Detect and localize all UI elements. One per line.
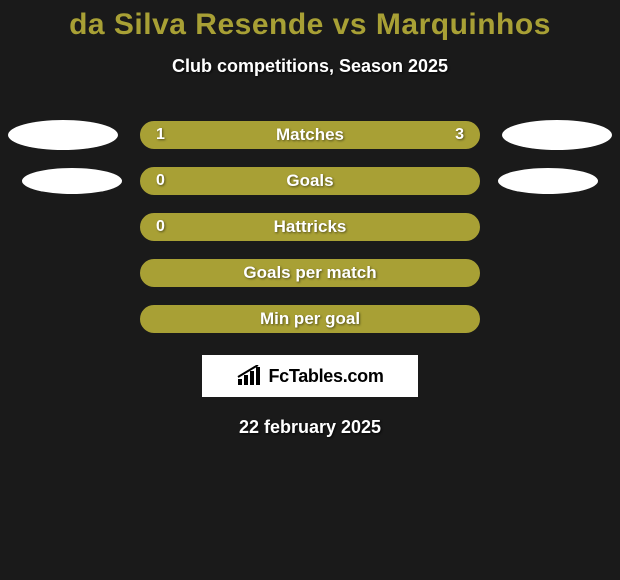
stat-label: Hattricks [274,217,347,237]
player-left-marker-icon [22,168,122,194]
player-right-marker-icon [498,168,598,194]
chart-icon [236,365,262,387]
stat-rows: 1 Matches 3 0 Goals 0 Hattricks [0,121,620,333]
stat-bar-matches: 1 Matches 3 [140,121,480,149]
stat-row: Goals per match [0,259,620,287]
stat-bar-goals: 0 Goals [140,167,480,195]
date-text: 22 february 2025 [239,417,381,438]
stat-row: 0 Goals [0,167,620,195]
brand-logo: FcTables.com [202,355,418,397]
stat-left-value: 0 [156,172,165,190]
stat-label: Matches [276,125,344,145]
stat-row: 1 Matches 3 [0,121,620,149]
page-title: da Silva Resende vs Marquinhos [69,8,551,42]
stat-left-value: 1 [156,126,165,144]
stat-label: Goals per match [243,263,376,283]
stat-left-value: 0 [156,218,165,236]
brand-logo-text: FcTables.com [268,366,383,387]
stat-bar-goals-per-match: Goals per match [140,259,480,287]
comparison-infographic: da Silva Resende vs Marquinhos Club comp… [0,0,620,580]
stat-right-value: 3 [455,126,464,144]
stat-label: Goals [286,171,333,191]
stat-row: 0 Hattricks [0,213,620,241]
stat-bar-min-per-goal: Min per goal [140,305,480,333]
stat-label: Min per goal [260,309,360,329]
stat-bar-hattricks: 0 Hattricks [140,213,480,241]
player-right-marker-icon [502,120,612,150]
subtitle: Club competitions, Season 2025 [172,56,448,77]
player-left-marker-icon [8,120,118,150]
stat-row: Min per goal [0,305,620,333]
